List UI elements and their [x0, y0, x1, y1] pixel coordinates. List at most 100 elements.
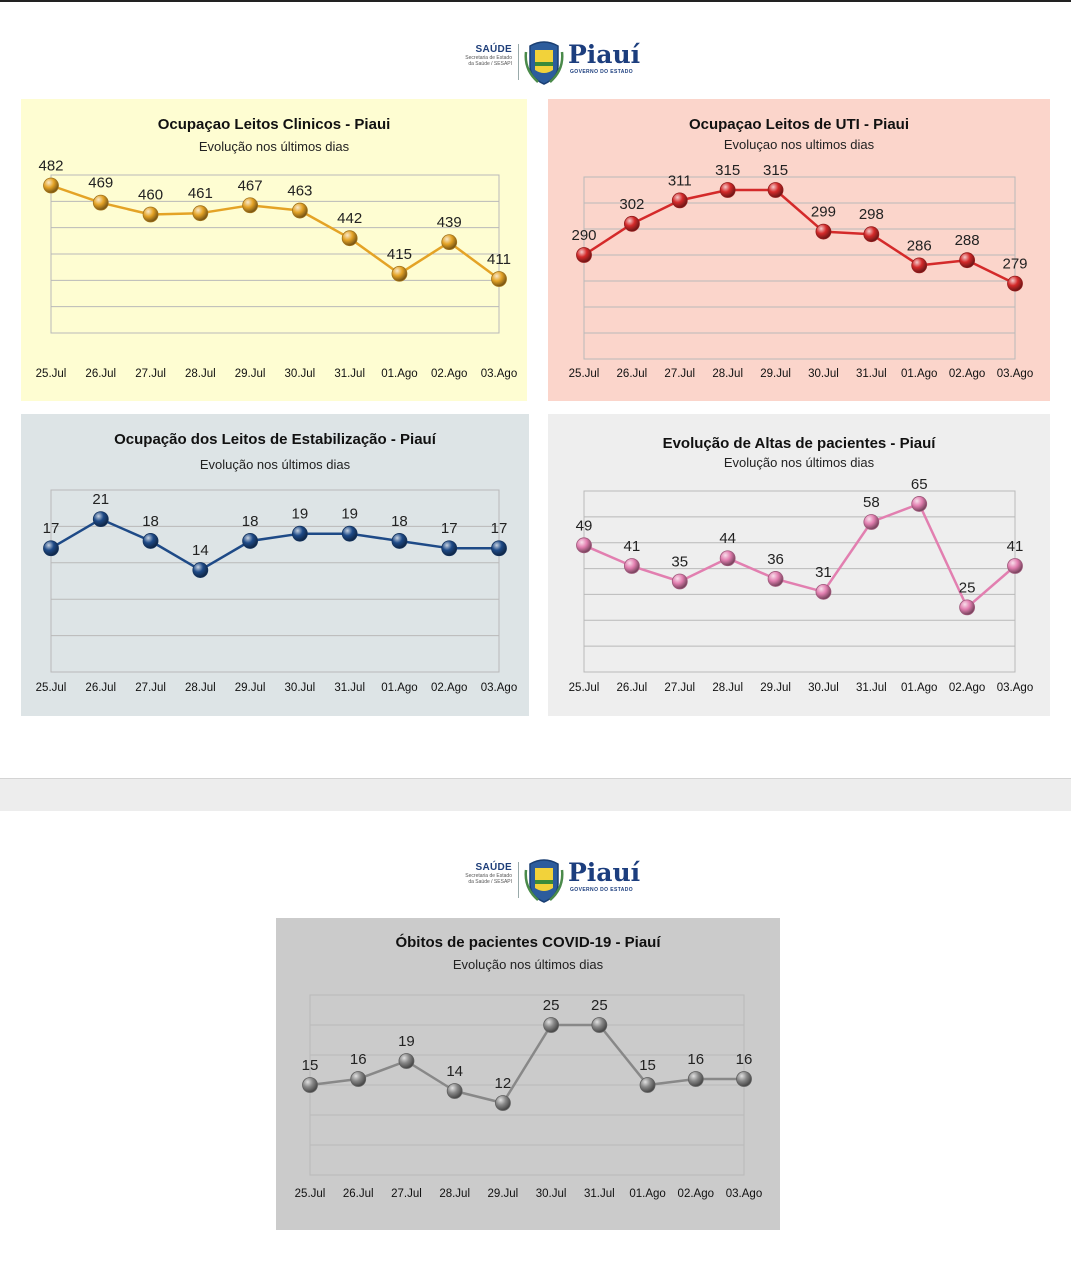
data-point — [911, 257, 928, 274]
x-tick-label: 31.Jul — [856, 682, 887, 694]
data-point — [341, 525, 358, 542]
x-tick-label: 03.Ago — [481, 682, 517, 694]
data-label: 315 — [715, 162, 740, 179]
x-tick-label: 01.Ago — [901, 368, 937, 380]
plot-area — [583, 490, 1016, 673]
chart-panel-leitos-clinicos: Ocupaçao Leitos Clinicos - Piaui Evoluçã… — [21, 99, 527, 401]
data-label: 469 — [88, 175, 113, 192]
chart-panel-obitos: Óbitos de pacientes COVID-19 - Piauí Evo… — [276, 918, 780, 1230]
plot-area — [583, 176, 1016, 360]
x-tick-label: 29.Jul — [235, 682, 266, 694]
series-line — [583, 502, 1016, 609]
line-chart-leitos-uti: 290 302 311 315 315 299 298 286 288 279 25.Jul 26.J… — [569, 162, 1034, 380]
x-tick-label: 28.Jul — [712, 682, 743, 694]
data-label: 315 — [763, 162, 788, 179]
data-point — [1007, 558, 1023, 574]
plot-area — [50, 489, 500, 673]
x-tick-label: 31.Jul — [334, 368, 365, 380]
data-point — [398, 1053, 415, 1069]
x-tick-label: 27.Jul — [664, 682, 695, 694]
data-label: 41 — [1007, 538, 1024, 555]
chart-subtitle: Evolução nos últimos dias — [198, 139, 350, 154]
data-point — [863, 226, 880, 243]
data-label: 16 — [687, 1051, 704, 1068]
x-tick-label: 27.Jul — [391, 1188, 422, 1200]
data-point — [441, 234, 458, 251]
top-border-line — [0, 0, 1071, 2]
data-label: 18 — [142, 513, 159, 530]
data-point — [491, 271, 507, 287]
data-point — [767, 182, 784, 198]
chart-subtitle: Evoluçao nos ultimos dias — [723, 137, 875, 152]
data-point — [391, 265, 408, 282]
chart-panel-leitos-estabilizacao: Ocupação dos Leitos de Estabilização - P… — [21, 414, 529, 716]
series-line — [50, 517, 499, 572]
data-point — [302, 1077, 318, 1093]
data-point — [719, 550, 736, 567]
data-label: 415 — [387, 246, 412, 263]
data-label: 439 — [437, 214, 462, 231]
data-label: 460 — [138, 187, 163, 204]
x-tick-label: 28.Jul — [185, 682, 216, 694]
data-label: 44 — [719, 530, 736, 547]
x-tick-label: 25.Jul — [36, 682, 67, 694]
x-tick-label: 30.Jul — [808, 682, 839, 694]
x-tick-label: 01.Ago — [629, 1188, 665, 1200]
x-tick-label: 02.Ago — [949, 368, 985, 380]
data-point — [341, 230, 358, 247]
data-point — [291, 202, 308, 219]
x-tick-label: 30.Jul — [285, 682, 316, 694]
data-label: 35 — [671, 554, 688, 571]
secretaria-line2: da Saúde / SESAPI — [468, 61, 512, 67]
line-chart-obitos: 15 16 19 14 12 25 25 15 16 16 25.Jul 26.Jul 27.Jul 28… — [295, 994, 762, 1200]
data-point — [576, 247, 592, 263]
data-label: 17 — [491, 520, 508, 537]
chart-title: Ocupaçao Leitos Clinicos - Piaui — [157, 116, 391, 133]
data-label: 279 — [1002, 256, 1027, 273]
x-tick-label: 01.Ago — [381, 682, 417, 694]
data-point — [639, 1077, 656, 1093]
x-tick-label: 26.Jul — [85, 368, 116, 380]
data-point — [291, 525, 308, 542]
series-line — [309, 1023, 744, 1105]
data-point — [543, 1017, 560, 1033]
data-label: 15 — [302, 1057, 319, 1074]
logo-state-name: Piauí — [568, 858, 641, 887]
series-line — [583, 188, 1016, 285]
chart-panel-altas: Evolução de Altas de pacientes - Piauí E… — [548, 414, 1050, 716]
secretaria-line2: da Saúde / SESAPI — [468, 879, 512, 885]
data-label: 461 — [188, 185, 213, 202]
x-tick-label: 02.Ago — [431, 368, 467, 380]
logo-state-name: Piauí — [568, 40, 641, 69]
chart-title: Ocupaçao Leitos de UTI - Piaui — [688, 116, 910, 133]
x-tick-label: 25.Jul — [295, 1188, 326, 1200]
x-tick-label: 26.Jul — [85, 682, 116, 694]
data-label: 25 — [959, 579, 976, 596]
x-tick-label: 31.Jul — [856, 368, 887, 380]
x-tick-label: 03.Ago — [726, 1188, 762, 1200]
x-tick-label: 02.Ago — [949, 682, 985, 694]
x-tick-label: 29.Jul — [488, 1188, 519, 1200]
line-chart-leitos-estabilizacao: 17 21 18 14 18 19 19 18 17 17 25.Jul 26.Jul 27.Jul 28… — [36, 489, 517, 694]
data-point — [736, 1071, 752, 1087]
data-point — [576, 537, 592, 554]
data-label: 442 — [337, 210, 362, 227]
data-point — [43, 540, 59, 557]
data-label: 19 — [398, 1033, 415, 1050]
data-point — [863, 514, 880, 530]
data-label: 14 — [192, 542, 209, 559]
state-crest-icon — [524, 859, 564, 903]
x-tick-label: 28.Jul — [439, 1188, 470, 1200]
x-tick-label: 27.Jul — [135, 682, 166, 694]
secretaria-line1: Secretaria de Estado — [465, 55, 512, 61]
x-tick-label: 31.Jul — [334, 682, 365, 694]
data-point — [1007, 275, 1023, 292]
data-label: 288 — [955, 232, 980, 249]
logo-divider — [518, 862, 519, 898]
data-label: 17 — [441, 520, 458, 537]
saude-label: SAÚDE — [475, 44, 512, 55]
line-chart-leitos-clinicos: 482 469 460 461 467 463 442 415 439 411 25.Jul 26.J… — [36, 158, 518, 380]
data-label: 302 — [619, 196, 644, 213]
data-label: 16 — [350, 1051, 367, 1068]
data-point — [192, 562, 209, 578]
